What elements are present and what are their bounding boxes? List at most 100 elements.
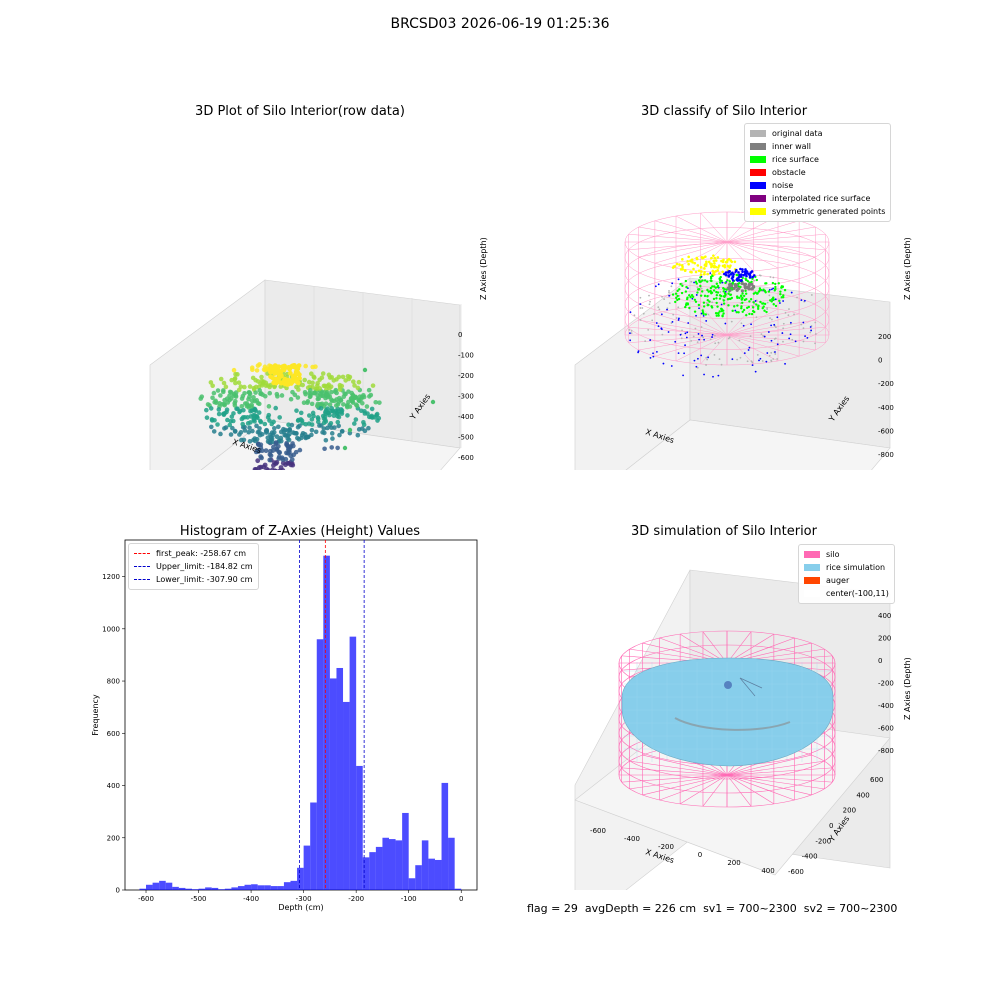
classify-rice-surface-point	[750, 312, 754, 316]
classify-rice-surface-point	[741, 301, 744, 304]
classify-symmetric-point	[704, 255, 707, 258]
histogram-bar	[323, 555, 330, 890]
classify-original-point	[690, 340, 693, 342]
classify-original-point	[761, 360, 764, 362]
classify-rice-surface-point	[704, 313, 708, 316]
classify-original-point	[675, 317, 678, 319]
raw-data-point	[216, 407, 222, 412]
classify-rice-surface-point	[772, 303, 775, 306]
raw-data-point	[330, 436, 335, 441]
raw-data-point	[317, 423, 322, 428]
classify-noise-point	[804, 335, 806, 338]
raw-data-point	[351, 379, 356, 384]
histogram-bar	[395, 840, 403, 890]
classify-original-point	[663, 298, 666, 301]
simulation-ztick-label: 0	[878, 657, 882, 665]
classify-rice-surface-point	[679, 282, 682, 286]
raw-data-point	[231, 411, 236, 416]
classify-rice-surface-point	[731, 281, 735, 285]
classify-rice-surface-point	[783, 288, 787, 292]
classify-original-point	[661, 296, 663, 298]
classify-3d-plot: -600-400-2000200400-600-400-200020040060…	[574, 211, 912, 470]
classify-noise-point	[703, 373, 705, 376]
classify-symmetric-point	[711, 269, 715, 273]
classify-original-point	[758, 274, 761, 277]
classify-noise-point	[701, 334, 703, 337]
classify-symmetric-point	[697, 269, 701, 273]
classify-noise-point	[754, 370, 757, 373]
raw-data-point	[362, 428, 368, 434]
classify-rice-surface-point	[691, 295, 695, 299]
classify-noise-point	[703, 338, 706, 341]
classify-noise-point	[698, 307, 700, 310]
classify-legend-entry: interpolated rice surface	[750, 192, 885, 205]
classify-original-point	[773, 338, 776, 340]
classify-original-point	[630, 329, 633, 332]
histogram-legend-entry: Lower_limit: -307.90 cm	[134, 573, 253, 586]
classify-rice-surface-point	[696, 291, 699, 294]
classify-rice-surface-point	[764, 282, 767, 285]
classify-rice-surface-point	[709, 290, 712, 293]
classify-original-point	[739, 356, 742, 359]
histogram-bar	[362, 857, 370, 890]
classify-rice-surface-point	[751, 306, 755, 309]
raw-data-point	[258, 419, 264, 425]
raw-data-point	[286, 437, 292, 443]
classify-rice-surface-point	[746, 279, 750, 283]
raw-data-point	[283, 462, 288, 468]
classify-original-point	[728, 336, 731, 339]
histogram-xtick-label: -200	[348, 895, 364, 903]
classify-rice-surface-point	[712, 289, 716, 292]
classify-noise-point	[670, 365, 673, 367]
classify-rice-surface-point	[685, 297, 689, 301]
raw-data-point	[261, 379, 266, 385]
raw-data-point	[240, 421, 245, 427]
histogram-bar	[428, 858, 435, 890]
histogram-bar	[264, 885, 271, 890]
raw-data-point	[329, 431, 335, 436]
raw-data-point	[369, 406, 375, 412]
classify-original-point	[709, 338, 712, 341]
classify-symmetric-point	[716, 269, 720, 272]
classify-original-point	[717, 341, 720, 344]
raw-data-point	[373, 399, 379, 405]
raw-data-point	[303, 363, 308, 369]
histogram-legend: first_peak: -258.67 cm Upper_limit: -184.…	[128, 543, 259, 590]
classify-noise-point	[707, 356, 710, 359]
histogram-bar	[336, 667, 344, 890]
raw-data-point	[255, 447, 261, 453]
raw-data-point	[232, 403, 238, 408]
classify-original-point	[714, 342, 717, 345]
raw-data-point	[236, 387, 242, 393]
classify-noise-point	[732, 273, 735, 276]
classify-original-point	[700, 326, 703, 328]
raw-data-point	[257, 388, 262, 393]
raw-data-point	[347, 427, 353, 433]
simulation-ytick-label: -200	[815, 837, 831, 845]
classify-symmetric-point	[703, 263, 707, 266]
classify-ztick-label: -600	[878, 427, 894, 435]
simulation-xtick-label: 400	[761, 867, 774, 875]
classify-noise-point	[660, 313, 663, 316]
raw-data-point	[287, 427, 292, 433]
classify-rice-surface-point	[671, 293, 675, 296]
raw-data-point	[341, 402, 346, 407]
raw-data-point	[337, 432, 342, 438]
raw-data-point	[239, 403, 245, 409]
classify-rice-surface-point	[741, 296, 744, 300]
classify-original-point	[772, 358, 775, 360]
raw-data-point	[323, 409, 328, 415]
classify-rice-surface-point	[741, 292, 744, 295]
raw-data-point	[362, 367, 368, 373]
simulation-legend-entry: auger	[804, 574, 889, 587]
histogram-bar	[139, 888, 147, 890]
classify-rice-surface-point	[779, 292, 782, 296]
classify-rice-surface-point	[726, 279, 729, 282]
classify-rice-surface-point	[674, 292, 678, 295]
classify-symmetric-point	[701, 256, 704, 260]
raw-data-point	[365, 411, 370, 416]
raw-data-point	[275, 443, 281, 449]
classify-symmetric-point	[706, 272, 709, 276]
classify-noise-point	[779, 302, 781, 304]
